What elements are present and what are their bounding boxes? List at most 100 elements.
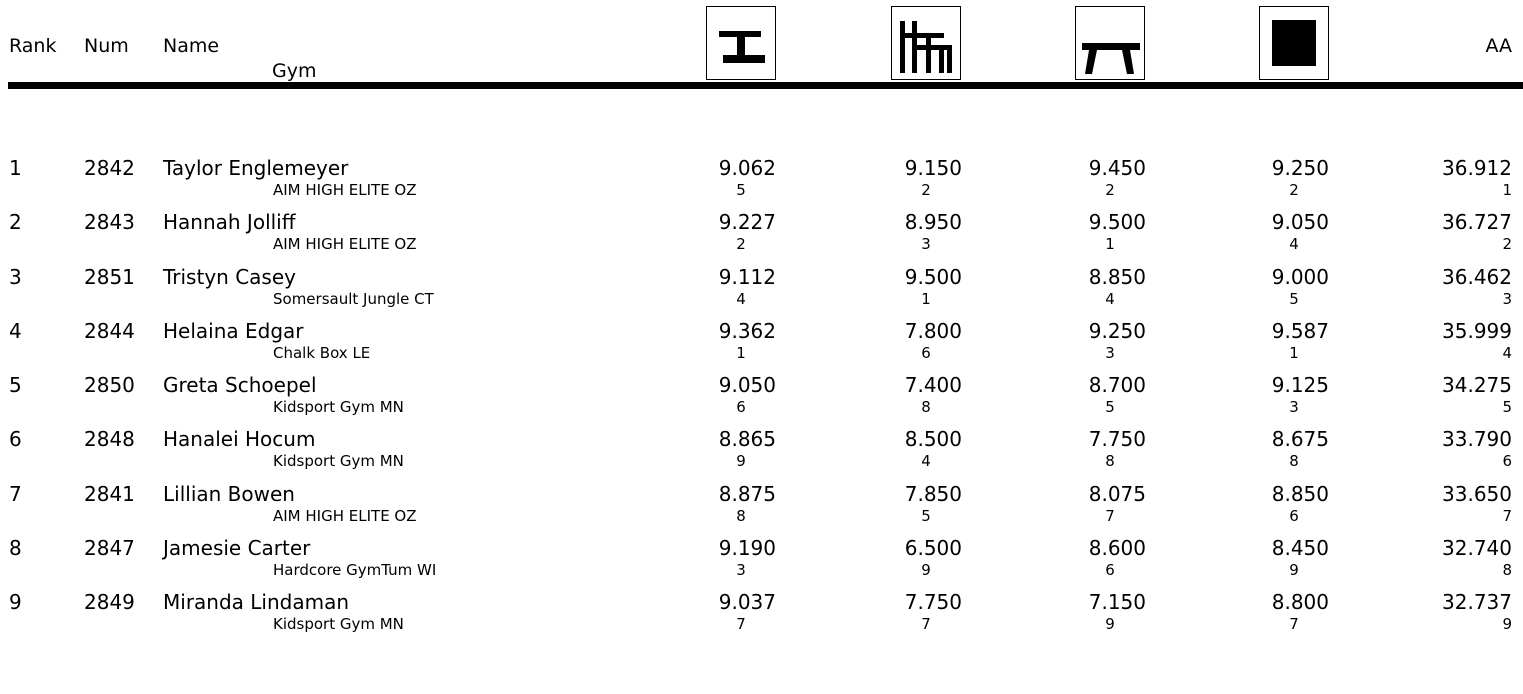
gym-name: Hardcore GymTum WI (273, 561, 437, 579)
athlete-row: 3 2851 Tristyn Casey Somersault Jungle CT 9.… (0, 265, 1523, 331)
event-score: 9.250 (1088, 319, 1146, 343)
event-score: 7.150 (1088, 590, 1146, 614)
event-score: 8.875 (718, 482, 776, 506)
uneven-bars-icon (719, 31, 765, 63)
gym-name: Somersault Jungle CT (273, 290, 434, 308)
rank-cell: 2 (9, 210, 22, 234)
athlete-number: 2843 (84, 210, 135, 234)
all-around-place: 7 (1502, 507, 1512, 525)
athlete-number: 2847 (84, 536, 135, 560)
gym-column-header: Gym (272, 60, 317, 82)
event-score: 9.125 (1271, 373, 1329, 397)
gym-name: AIM HIGH ELITE OZ (273, 181, 417, 199)
athlete-row: 6 2848 Hanalei Hocum Kidsport Gym MN 8.865 9 8… (0, 427, 1523, 493)
athlete-name: Jamesie Carter (163, 536, 311, 560)
event-place: 4 (1289, 235, 1299, 253)
event-score: 9.050 (718, 373, 776, 397)
athlete-row: 8 2847 Jamesie Carter Hardcore GymTum WI 9.1… (0, 536, 1523, 602)
event-place: 6 (921, 344, 931, 362)
event-place: 1 (1289, 344, 1299, 362)
all-around-score: 34.275 (1442, 373, 1512, 397)
event-score: 9.227 (718, 210, 776, 234)
event-place: 6 (1289, 507, 1299, 525)
event-score: 7.750 (1088, 427, 1146, 451)
event-place: 1 (736, 344, 746, 362)
event-place: 6 (736, 398, 746, 416)
event-place: 1 (921, 290, 931, 308)
gym-name: Chalk Box LE (273, 344, 371, 362)
rank-cell: 9 (9, 590, 22, 614)
athlete-name: Tristyn Casey (163, 265, 296, 289)
event-score: 7.850 (904, 482, 962, 506)
all-around-place: 8 (1502, 561, 1512, 579)
event-score: 8.850 (1088, 265, 1146, 289)
athlete-number: 2849 (84, 590, 135, 614)
all-around-score: 36.912 (1442, 156, 1512, 180)
event-place: 7 (1289, 615, 1299, 633)
event-score: 8.450 (1271, 536, 1329, 560)
all-around-score: 32.740 (1442, 536, 1512, 560)
rank-cell: 1 (9, 156, 22, 180)
event-score: 8.700 (1088, 373, 1146, 397)
event-score: 8.950 (904, 210, 962, 234)
athlete-number: 2850 (84, 373, 135, 397)
balance-beam-icon (1082, 43, 1140, 74)
athlete-row: 7 2841 Lillian Bowen AIM HIGH ELITE OZ 8.875… (0, 482, 1523, 548)
event-place: 3 (1289, 398, 1299, 416)
event-place: 1 (1105, 235, 1115, 253)
event-place: 8 (1289, 452, 1299, 470)
event-score: 9.500 (904, 265, 962, 289)
gym-name: Kidsport Gym MN (273, 398, 404, 416)
event-place: 7 (1105, 507, 1115, 525)
event-place: 3 (921, 235, 931, 253)
event-score: 9.500 (1088, 210, 1146, 234)
event-place: 7 (921, 615, 931, 633)
event-place: 8 (736, 507, 746, 525)
all-around-score: 35.999 (1442, 319, 1512, 343)
event-place: 3 (736, 561, 746, 579)
event-place: 4 (921, 452, 931, 470)
event-place: 2 (1105, 181, 1115, 199)
event-place: 9 (736, 452, 746, 470)
event-place: 8 (921, 398, 931, 416)
athlete-name: Hanalei Hocum (163, 427, 316, 451)
athlete-row: 2 2843 Hannah Jolliff AIM HIGH ELITE OZ 9.22… (0, 210, 1523, 276)
event-place: 5 (736, 181, 746, 199)
athlete-name: Hannah Jolliff (163, 210, 296, 234)
athlete-row: 5 2850 Greta Schoepel Kidsport Gym MN 9.050 6… (0, 373, 1523, 439)
all-around-score: 36.462 (1442, 265, 1512, 289)
event-score: 8.600 (1088, 536, 1146, 560)
athlete-name: Taylor Englemeyer (163, 156, 349, 180)
athlete-number: 2844 (84, 319, 135, 343)
floor-exercise-event-header (1259, 6, 1329, 80)
athlete-number: 2848 (84, 427, 135, 451)
event-score: 9.037 (718, 590, 776, 614)
event-score: 9.250 (1271, 156, 1329, 180)
event-score: 9.450 (1088, 156, 1146, 180)
event-place: 4 (1105, 290, 1115, 308)
event-score: 7.800 (904, 319, 962, 343)
event-place: 6 (1105, 561, 1115, 579)
event-place: 9 (921, 561, 931, 579)
event-score: 9.587 (1271, 319, 1329, 343)
vault-event-header (891, 6, 961, 80)
event-score: 9.112 (718, 265, 776, 289)
event-score: 9.050 (1271, 210, 1329, 234)
event-score: 9.150 (904, 156, 962, 180)
gym-name: Kidsport Gym MN (273, 615, 404, 633)
floor-exercise-icon (1272, 20, 1316, 66)
athlete-name: Greta Schoepel (163, 373, 317, 397)
event-place: 8 (1105, 452, 1115, 470)
balance-beam-event-header (1075, 6, 1145, 80)
rank-cell: 8 (9, 536, 22, 560)
event-place: 4 (736, 290, 746, 308)
event-score: 9.190 (718, 536, 776, 560)
event-score: 8.850 (1271, 482, 1329, 506)
athlete-number: 2851 (84, 265, 135, 289)
athlete-row: 4 2844 Helaina Edgar Chalk Box LE 9.362 1 7.80… (0, 319, 1523, 385)
event-place: 7 (736, 615, 746, 633)
event-place: 2 (1289, 181, 1299, 199)
event-place: 2 (736, 235, 746, 253)
event-place: 9 (1105, 615, 1115, 633)
